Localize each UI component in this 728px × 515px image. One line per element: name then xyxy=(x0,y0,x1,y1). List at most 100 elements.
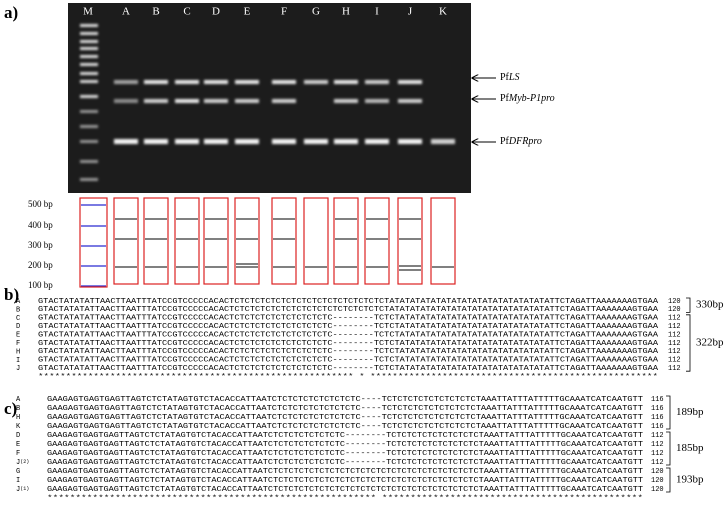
gel-band xyxy=(398,80,422,84)
band-prefix: Pf xyxy=(500,93,510,104)
ladder-band xyxy=(80,55,98,58)
ladder-band xyxy=(80,95,98,98)
lane-box xyxy=(303,197,329,285)
row-name: F xyxy=(16,340,20,348)
gel-band xyxy=(398,139,422,144)
gel-band xyxy=(304,139,328,144)
row-name-text: J xyxy=(16,459,20,467)
row-name-text: H xyxy=(16,348,20,356)
row-name-text: J xyxy=(16,365,20,373)
ladder-label: 200 bp xyxy=(28,260,53,270)
gel-band xyxy=(175,139,199,144)
gel-band xyxy=(114,80,138,84)
sequence: GTACTATATATTAACTTAATTTATCCGTCCCCCACACTCT… xyxy=(38,323,659,331)
seq-length: 116 xyxy=(651,396,664,404)
gel-band xyxy=(144,99,168,103)
gel-band xyxy=(204,99,228,103)
seq-length: 116 xyxy=(651,423,664,431)
bracket xyxy=(666,431,671,466)
lane-label: D xyxy=(212,6,220,18)
row-name: I xyxy=(16,357,20,365)
gel-band xyxy=(334,80,358,84)
row-note: (2) xyxy=(20,459,29,465)
gel-band xyxy=(398,99,422,103)
ladder-label: 100 bp xyxy=(28,280,53,290)
row-name-text: B xyxy=(16,405,20,413)
band-label: PfMyb-P1pro xyxy=(500,93,555,104)
lane-label: B xyxy=(152,6,159,18)
bracket xyxy=(686,314,691,372)
sequence: GTACTATATATTAACTTAATTTATCCGTCCCCCACACTCT… xyxy=(38,331,659,339)
ladder-band xyxy=(80,160,98,163)
consensus: ****************************************… xyxy=(38,373,658,381)
row-name-text: I xyxy=(16,357,20,365)
alignment: A GTACTATATATTAACTTAATTTATCCGTCCCCCACACTC… xyxy=(16,297,724,381)
gel-band xyxy=(175,99,199,103)
row-name-text: C xyxy=(16,315,20,323)
sequence: GAAGAGTGAGTGAGTTAGTCTCTATAGTGTCTACACCATT… xyxy=(47,414,643,422)
band-name: LS xyxy=(508,72,520,83)
sequence: GTACTATATATTAACTTAATTTATCCGTCCCCCACACTCT… xyxy=(38,365,659,373)
consensus: ****************************************… xyxy=(47,495,643,503)
panel-label: b) xyxy=(4,285,19,304)
row-name: H xyxy=(16,414,20,422)
ladder-band xyxy=(80,80,98,83)
row-name: I xyxy=(16,477,20,485)
band-label: PfLS xyxy=(500,72,519,83)
lane-box xyxy=(333,197,359,285)
lane-box xyxy=(397,197,423,285)
row-name: D xyxy=(16,323,20,331)
ladder-band xyxy=(80,110,98,113)
seq-length: 116 xyxy=(651,414,664,422)
seq-length: 120 xyxy=(668,306,681,314)
row-name: E xyxy=(16,441,20,449)
panel-label: a) xyxy=(4,3,18,22)
lane-label: M xyxy=(83,6,93,18)
row-name: J xyxy=(16,365,20,373)
sequence: GAAGAGTGAGTGAGTTAGTCTCTATAGTGTCTACACCATT… xyxy=(47,477,643,485)
gel-band xyxy=(144,80,168,84)
row-name-text: A xyxy=(16,396,21,404)
row-name-text: E xyxy=(16,441,20,449)
lane-box xyxy=(234,197,260,285)
gel-band xyxy=(114,139,138,144)
ladder-band xyxy=(80,178,98,181)
lane-label: K xyxy=(439,6,447,18)
row-name: C xyxy=(16,315,20,323)
row-name: H xyxy=(16,348,20,356)
seq-length: 112 xyxy=(668,340,681,348)
row-name: D xyxy=(16,432,20,440)
ladder-label: 300 bp xyxy=(28,240,53,250)
sequence: GAAGAGTGAGTGAGTTAGTCTCTATAGTGTCTACACCATT… xyxy=(47,396,643,404)
gel-band xyxy=(204,80,228,84)
row-name: J(1) xyxy=(16,486,29,494)
row-name-text: B xyxy=(16,306,20,314)
seq-length: 120 xyxy=(651,468,664,476)
gel-band xyxy=(334,139,358,144)
gel-band xyxy=(235,80,259,84)
ladder-band xyxy=(80,72,98,75)
bracket xyxy=(666,395,671,430)
gel-band xyxy=(235,99,259,103)
row-name: J(2) xyxy=(16,459,29,467)
sequence: GTACTATATATTAACTTAATTTATCCGTCCCCCACACTCT… xyxy=(38,315,659,323)
panel-label: c) xyxy=(4,399,17,418)
band-prefix: Pf xyxy=(500,136,510,147)
sequence: GAAGAGTGAGTGAGTTAGTCTCTATAGTGTCTACACCATT… xyxy=(47,468,643,476)
gel-band xyxy=(334,99,358,103)
lane-label: I xyxy=(375,6,379,18)
seq-length: 120 xyxy=(651,477,664,485)
row-name-text: A xyxy=(16,298,21,306)
ladder-band xyxy=(80,63,98,66)
sequence: GAAGAGTGAGTGAGTTAGTCTCTATAGTGTCTACACCATT… xyxy=(47,486,643,494)
ladder-band xyxy=(80,140,98,143)
gel-band xyxy=(272,80,296,84)
row-name-text: F xyxy=(16,340,20,348)
lane-label: H xyxy=(342,6,350,18)
row-name-text: D xyxy=(16,323,20,331)
gel-band xyxy=(365,80,389,84)
lane-label: J xyxy=(408,6,413,18)
